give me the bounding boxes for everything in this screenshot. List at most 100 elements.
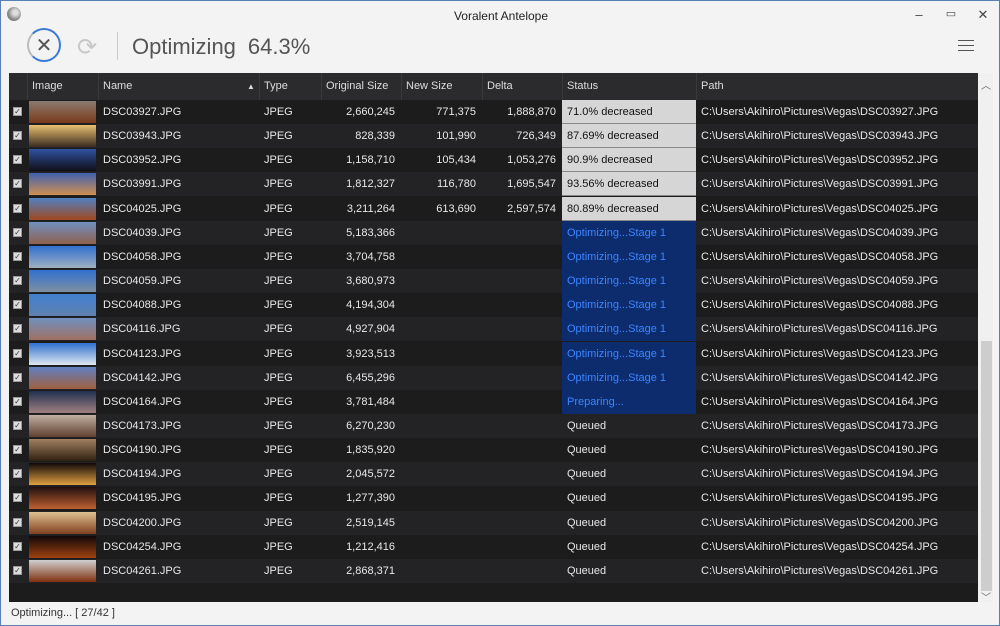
column-header-path[interactable]: Path (696, 73, 978, 100)
table-row[interactable]: ✓ DSC04039.JPG JPEG 5,183,366 Optimizing… (9, 220, 978, 245)
image-thumbnail (29, 245, 96, 268)
window-title: Voralent Antelope (453, 9, 549, 23)
file-path: C:\Users\Akihiro\Pictures\Vegas\DSC04190… (701, 444, 939, 457)
table-row[interactable]: ✓ DSC04190.JPG JPEG 1,835,920 Queued C:\… (9, 438, 978, 463)
column-header-image[interactable]: Image (27, 73, 98, 100)
table-row[interactable]: ✓ DSC04195.JPG JPEG 1,277,390 Queued C:\… (9, 486, 978, 511)
file-type: JPEG (264, 395, 293, 408)
table-row[interactable]: ✓ DSC04025.JPG JPEG 3,211,264 613,690 2,… (9, 196, 978, 221)
new-size (401, 245, 482, 269)
scroll-down-icon[interactable]: ﹀ (981, 593, 991, 604)
table-row[interactable]: ✓ DSC04200.JPG JPEG 2,519,145 Queued C:\… (9, 510, 978, 535)
table-row[interactable]: ✓ DSC03952.JPG JPEG 1,158,710 105,434 1,… (9, 148, 978, 173)
status-cell: Optimizing...Stage 1 (562, 269, 696, 294)
cancel-button[interactable]: ✕ (27, 28, 61, 62)
image-thumbnail (29, 559, 96, 582)
file-path: C:\Users\Akihiro\Pictures\Vegas\DSC04142… (701, 371, 939, 384)
row-checkbox[interactable]: ✓ (13, 420, 22, 430)
table-row[interactable]: ✓ DSC04116.JPG JPEG 4,927,904 Optimizing… (9, 317, 978, 342)
column-header-original-size[interactable]: Original Size (321, 73, 401, 100)
header-checkbox-column (9, 73, 27, 100)
file-path: C:\Users\Akihiro\Pictures\Vegas\DSC04194… (701, 468, 939, 481)
column-header-type[interactable]: Type (259, 73, 321, 100)
file-name: DSC04190.JPG (103, 444, 182, 457)
new-size (401, 414, 482, 438)
new-size (401, 317, 482, 341)
file-type: JPEG (264, 323, 293, 336)
row-checkbox[interactable]: ✓ (13, 107, 22, 116)
column-header-status[interactable]: Status (562, 73, 696, 100)
row-checkbox[interactable]: ✓ (13, 324, 22, 334)
file-path: C:\Users\Akihiro\Pictures\Vegas\DSC04025… (701, 202, 939, 215)
row-checkbox[interactable]: ✓ (13, 348, 22, 358)
table-row[interactable]: ✓ DSC04164.JPG JPEG 3,781,484 Preparing.… (9, 389, 978, 414)
minimize-button[interactable]: – (915, 7, 923, 22)
size-delta (482, 245, 562, 269)
column-header-new-size[interactable]: New Size (401, 73, 482, 100)
size-delta (482, 221, 562, 245)
original-size: 3,704,758 (346, 250, 395, 263)
row-checkbox[interactable]: ✓ (13, 469, 22, 479)
status-cell: Queued (567, 468, 607, 481)
size-delta (482, 414, 562, 438)
toolbar-divider (117, 32, 118, 60)
refresh-button[interactable]: ⟳ (77, 33, 97, 62)
new-size (401, 559, 482, 583)
file-name: DSC04025.JPG (103, 202, 182, 215)
table-row[interactable]: ✓ DSC04261.JPG JPEG 2,868,371 Queued C:\… (9, 558, 978, 583)
row-checkbox[interactable]: ✓ (13, 155, 22, 165)
row-checkbox[interactable]: ✓ (13, 517, 22, 527)
maximize-button[interactable]: ▭ (945, 8, 957, 20)
file-path: C:\Users\Akihiro\Pictures\Vegas\DSC04261… (701, 564, 939, 577)
table-row[interactable]: ✓ DSC04059.JPG JPEG 3,680,973 Optimizing… (9, 269, 978, 294)
row-checkbox[interactable]: ✓ (13, 179, 22, 189)
row-checkbox[interactable]: ✓ (13, 300, 22, 310)
row-checkbox[interactable]: ✓ (13, 251, 22, 261)
size-delta (482, 390, 562, 414)
table-row[interactable]: ✓ DSC04123.JPG JPEG 3,923,513 Optimizing… (9, 341, 978, 366)
image-thumbnail (29, 221, 96, 244)
hamburger-menu-icon[interactable] (958, 40, 974, 55)
table-row[interactable]: ✓ DSC04058.JPG JPEG 3,704,758 Optimizing… (9, 244, 978, 269)
status-cell: Optimizing...Stage 1 (562, 244, 696, 269)
file-type: JPEG (264, 106, 293, 118)
file-name: DSC04194.JPG (103, 468, 182, 481)
table-row[interactable]: ✓ DSC04142.JPG JPEG 6,455,296 Optimizing… (9, 365, 978, 390)
original-size: 1,277,390 (346, 492, 395, 505)
table-row[interactable]: ✓ DSC04173.JPG JPEG 6,270,230 Queued C:\… (9, 413, 978, 438)
column-header-delta[interactable]: Delta (482, 73, 562, 100)
row-checkbox[interactable]: ✓ (13, 493, 22, 503)
new-size (401, 390, 482, 414)
sort-ascending-icon[interactable]: ▲ (247, 82, 255, 91)
file-path: C:\Users\Akihiro\Pictures\Vegas\DSC04173… (701, 419, 939, 432)
close-button[interactable]: ✕ (977, 7, 989, 22)
original-size: 6,455,296 (346, 371, 395, 384)
scroll-up-icon[interactable]: ︿ (981, 81, 991, 92)
row-checkbox[interactable]: ✓ (13, 396, 22, 406)
row-checkbox[interactable]: ✓ (13, 565, 22, 575)
scrollbar-thumb[interactable] (981, 341, 992, 591)
row-checkbox[interactable]: ✓ (13, 541, 22, 551)
row-checkbox[interactable]: ✓ (13, 227, 22, 237)
row-checkbox[interactable]: ✓ (13, 372, 22, 382)
table-row[interactable]: ✓ DSC03927.JPG JPEG 2,660,245 771,375 1,… (9, 100, 978, 124)
row-checkbox[interactable]: ✓ (13, 203, 22, 213)
original-size: 2,519,145 (346, 516, 395, 529)
table-row[interactable]: ✓ DSC03991.JPG JPEG 1,812,327 116,780 1,… (9, 172, 978, 197)
row-checkbox[interactable]: ✓ (13, 276, 22, 286)
original-size: 1,212,416 (346, 540, 395, 553)
row-checkbox[interactable]: ✓ (13, 445, 22, 455)
size-delta (482, 366, 562, 390)
table-row[interactable]: ✓ DSC04254.JPG JPEG 1,212,416 Queued C:\… (9, 534, 978, 559)
image-thumbnail (29, 173, 96, 196)
file-path: C:\Users\Akihiro\Pictures\Vegas\DSC04058… (701, 250, 939, 263)
file-name: DSC04142.JPG (103, 371, 182, 384)
table-row[interactable]: ✓ DSC03943.JPG JPEG 828,339 101,990 726,… (9, 124, 978, 149)
original-size: 3,211,264 (346, 202, 395, 215)
row-checkbox[interactable]: ✓ (13, 131, 22, 141)
column-header-name[interactable]: Name (98, 73, 259, 100)
table-row[interactable]: ✓ DSC04194.JPG JPEG 2,045,572 Queued C:\… (9, 462, 978, 487)
progress-label: Optimizing 64.3% (132, 34, 322, 60)
table-row[interactable]: ✓ DSC04088.JPG JPEG 4,194,304 Optimizing… (9, 293, 978, 318)
original-size: 828,339 (355, 130, 395, 143)
